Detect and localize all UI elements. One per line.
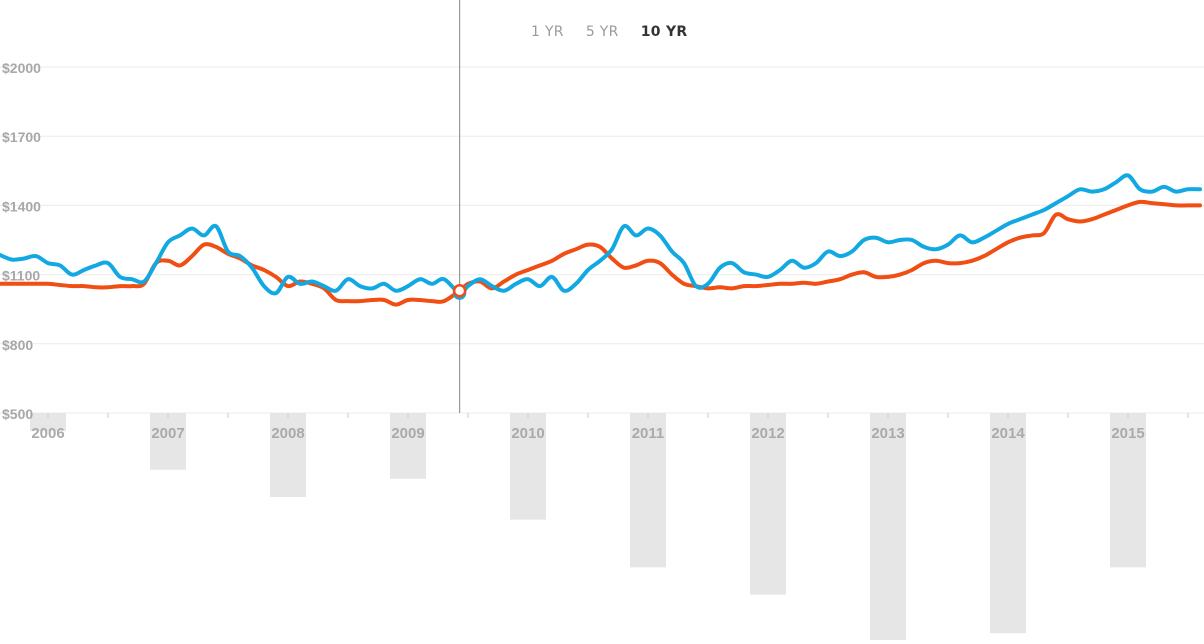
x-axis: 2006 2007 2008 2009 2010 2011 2012 2013 2014 2015 <box>31 413 1189 442</box>
x-tick-label: 2015 <box>1111 425 1144 442</box>
bar <box>750 413 786 595</box>
x-tick-label: 2007 <box>151 425 184 442</box>
y-tick-label: $2000 <box>2 60 41 76</box>
y-axis: $500 $800 $1100 $1400 $1700 $2000 <box>2 60 41 422</box>
orange-series-line <box>0 199 1202 307</box>
range-selector: 1 YR 5 YR 10 YR <box>520 22 698 42</box>
bar <box>150 413 186 470</box>
bar <box>990 413 1026 634</box>
line-series <box>0 173 1202 307</box>
bar <box>1110 413 1146 568</box>
bar <box>630 413 666 568</box>
x-tick-label: 2014 <box>991 425 1025 442</box>
x-tick-label: 2012 <box>751 425 784 442</box>
y-tick-label: $800 <box>2 337 33 353</box>
bar <box>390 413 426 479</box>
orange-cursor-marker <box>452 283 467 298</box>
y-tick-label: $1700 <box>2 129 41 145</box>
bar <box>30 413 66 432</box>
bar <box>870 413 906 640</box>
blue-series-line <box>0 173 1202 296</box>
x-tick-label: 2008 <box>271 425 304 442</box>
y-tick-label: $1400 <box>2 198 41 214</box>
grid-lines <box>0 66 1204 414</box>
y-tick-label: $1100 <box>2 268 40 284</box>
range-1yr-tab[interactable]: 1 YR <box>531 24 564 40</box>
y-tick-label: $500 <box>2 406 33 422</box>
x-tick-label: 2006 <box>31 425 64 442</box>
x-tick-label: 2010 <box>511 425 544 442</box>
range-10yr-tab[interactable]: 10 YR <box>640 24 688 40</box>
hover-cursor[interactable] <box>452 0 467 413</box>
bar <box>510 413 546 520</box>
range-5yr-tab[interactable]: 5 YR <box>585 24 619 40</box>
bar <box>270 413 306 497</box>
x-tick-label: 2011 <box>632 425 665 442</box>
bar-series <box>30 413 1146 640</box>
x-tick-label: 2009 <box>391 425 424 442</box>
x-tick-label: 2013 <box>871 425 904 442</box>
